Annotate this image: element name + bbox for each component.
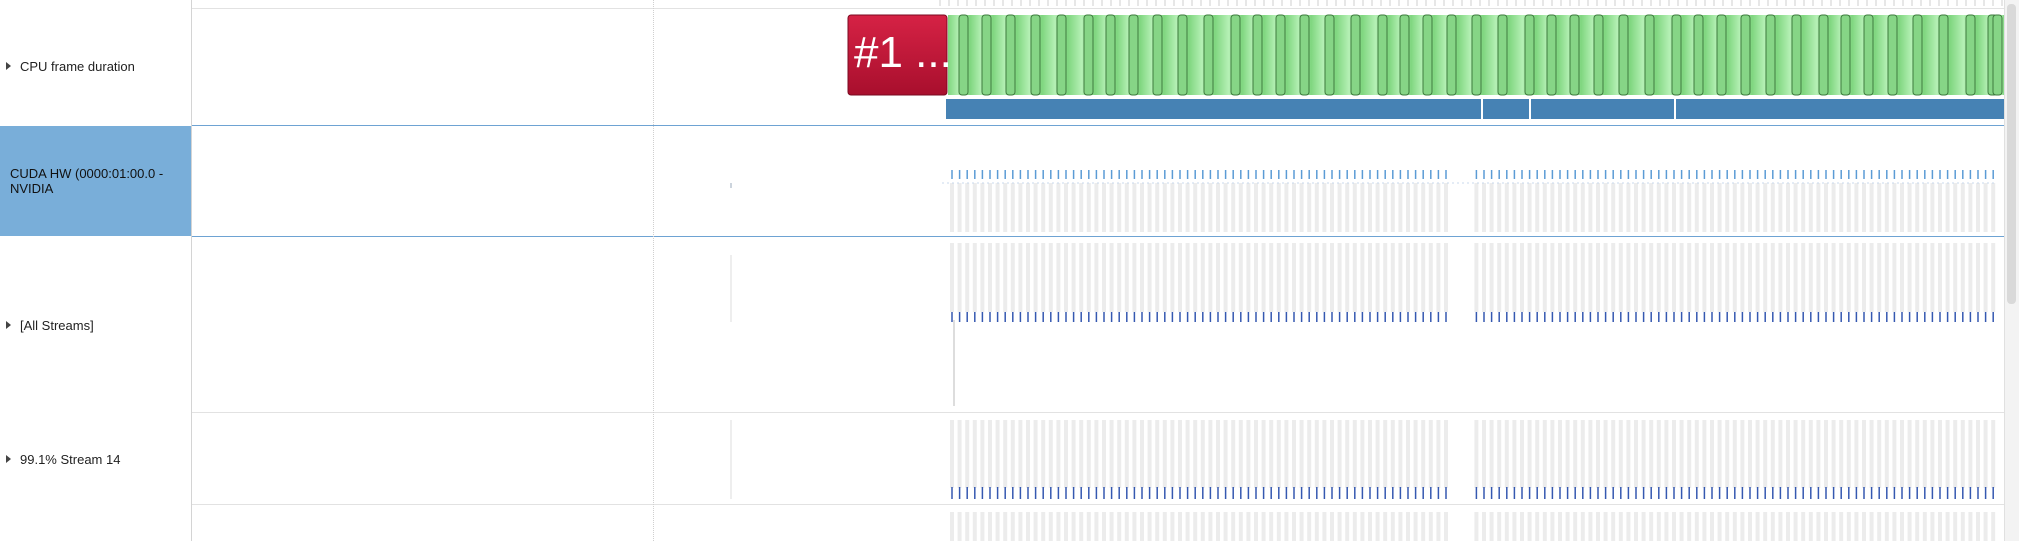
frame-range-bar — [1531, 99, 1674, 119]
scrollbar-thumb[interactable] — [2007, 4, 2016, 304]
row-separator — [192, 8, 2005, 9]
frame-divider — [1716, 14, 1727, 96]
frame-divider — [1840, 14, 1851, 96]
frame-divider — [1252, 14, 1263, 96]
row-label-text: CUDA HW (0000:01:00.0 - NVIDIA — [10, 166, 164, 196]
frame-divider — [1863, 14, 1874, 96]
frame-badge-label: #1 ... — [854, 28, 952, 77]
frame-divider — [1030, 14, 1041, 96]
frame-divider — [1740, 14, 1751, 96]
frame-divider — [1350, 14, 1361, 96]
row-labels-panel: CPU frame duration CUDA HW (0000:01:00.0… — [0, 0, 192, 541]
frame-divider — [1299, 14, 1310, 96]
frame-divider — [1083, 14, 1094, 96]
frame-divider — [1992, 14, 2003, 96]
frame-divider — [1618, 14, 1629, 96]
frame-divider — [1765, 14, 1776, 96]
frame-divider — [1152, 14, 1163, 96]
frame-divider — [1056, 14, 1067, 96]
time-cursor-line — [653, 0, 654, 541]
frame-divider — [1377, 14, 1388, 96]
frame-divider — [958, 14, 969, 96]
frame-divider — [1887, 14, 1898, 96]
frame-divider — [1569, 14, 1580, 96]
selected-row-band — [0, 125, 2005, 237]
frame-range-bar — [1676, 99, 2004, 119]
frame-divider — [1965, 14, 1976, 96]
row-stream-14[interactable]: 99.1% Stream 14 — [0, 440, 191, 478]
frame-divider — [1497, 14, 1508, 96]
row-separator — [192, 412, 2005, 413]
frame-divider — [1593, 14, 1604, 96]
frame-divider — [1818, 14, 1829, 96]
frame-divider — [1128, 14, 1139, 96]
row-cuda-hw[interactable]: CUDA HW (0000:01:00.0 - NVIDIA — [0, 126, 191, 236]
row-all-streams[interactable]: [All Streams] — [0, 306, 191, 344]
row-label-text: CPU frame duration — [20, 58, 135, 74]
timeline-area[interactable]: #1 ... — [192, 0, 2005, 541]
row-cpu-frame-duration[interactable]: CPU frame duration — [0, 47, 191, 85]
frame-divider — [1105, 14, 1116, 96]
frame-divider — [1912, 14, 1923, 96]
frame-divider — [1275, 14, 1286, 96]
row-label-text: 99.1% Stream 14 — [20, 451, 121, 467]
frame-divider — [1938, 14, 1949, 96]
frame-divider — [1524, 14, 1535, 96]
frame-divider — [1446, 14, 1457, 96]
frame-divider — [1471, 14, 1482, 96]
frame-divider — [1005, 14, 1016, 96]
frame-divider — [1324, 14, 1335, 96]
timeline-graphics: #1 ... — [730, 0, 2004, 541]
expand-arrow-icon[interactable] — [6, 321, 11, 329]
frame-divider — [1644, 14, 1655, 96]
frame-divider — [1203, 14, 1214, 96]
frame-divider — [1422, 14, 1433, 96]
vertical-scrollbar[interactable] — [2004, 0, 2019, 541]
frame-divider — [1230, 14, 1241, 96]
frame-range-bar — [1483, 99, 1529, 119]
frame-divider — [1399, 14, 1410, 96]
frame-range-bar — [946, 99, 1481, 119]
frame-divider — [1693, 14, 1704, 96]
row-label-text: [All Streams] — [20, 317, 94, 333]
frame-divider — [1177, 14, 1188, 96]
frame-divider — [1546, 14, 1557, 96]
frame-divider — [981, 14, 992, 96]
expand-arrow-icon[interactable] — [6, 455, 11, 463]
expand-arrow-icon[interactable] — [6, 62, 11, 70]
slow-frame-block — [847, 14, 948, 96]
frame-divider — [1671, 14, 1682, 96]
frame-divider — [1791, 14, 1802, 96]
row-separator — [192, 504, 2005, 505]
